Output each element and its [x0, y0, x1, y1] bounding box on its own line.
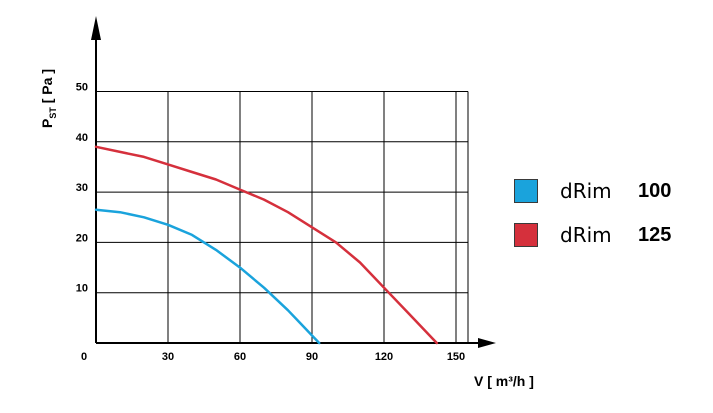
- y-axis-label-sub: ST: [48, 107, 58, 119]
- x-tick-label: 60: [234, 351, 246, 363]
- legend-value-dRim-125: 125: [638, 223, 672, 246]
- grid: [96, 91, 469, 343]
- y-axis-arrow: [91, 16, 101, 40]
- y-tick-label: 10: [76, 283, 88, 295]
- series-layer: [94, 145, 439, 345]
- tick-labels: 30 60 90 120 150 10 20 30 40 50: [76, 82, 465, 364]
- y-axis-label-rest: [ Pa ]: [39, 69, 55, 107]
- x-tick-label: 30: [162, 351, 174, 363]
- y-axis-label-main: P: [39, 119, 55, 128]
- y-tick-label: 50: [76, 82, 88, 94]
- series-line-125: [94, 145, 439, 345]
- y-tick-label: 40: [76, 132, 88, 144]
- legend-value-dRim-100: 100: [638, 179, 672, 202]
- legend-name-dRim-125: dRim: [560, 223, 612, 247]
- series-line-100: [94, 208, 321, 345]
- x-axis-label: V [ m³/h ]: [474, 373, 534, 389]
- axes: [91, 16, 496, 348]
- svg-text:PST [ Pa ]: PST [ Pa ]: [39, 69, 58, 128]
- y-tick-label: 30: [76, 182, 88, 194]
- legend-name-dRim-100: dRim: [560, 179, 612, 203]
- x-axis-arrow: [478, 338, 496, 348]
- legend: dRim 100 dRim 125: [514, 176, 671, 264]
- legend-item-dRim-100: dRim 100: [514, 176, 671, 206]
- x-tick-label: 90: [306, 351, 318, 363]
- x-tick-label: 120: [375, 351, 393, 363]
- x-tick-label: 150: [447, 351, 465, 363]
- legend-swatch-dRim-100: [514, 179, 538, 203]
- y-tick-label: 20: [76, 232, 88, 244]
- origin-label: 0: [81, 351, 87, 363]
- legend-item-dRim-125: dRim 125: [514, 220, 671, 250]
- y-axis-label: PST [ Pa ]: [39, 69, 58, 128]
- legend-swatch-dRim-125: [514, 223, 538, 247]
